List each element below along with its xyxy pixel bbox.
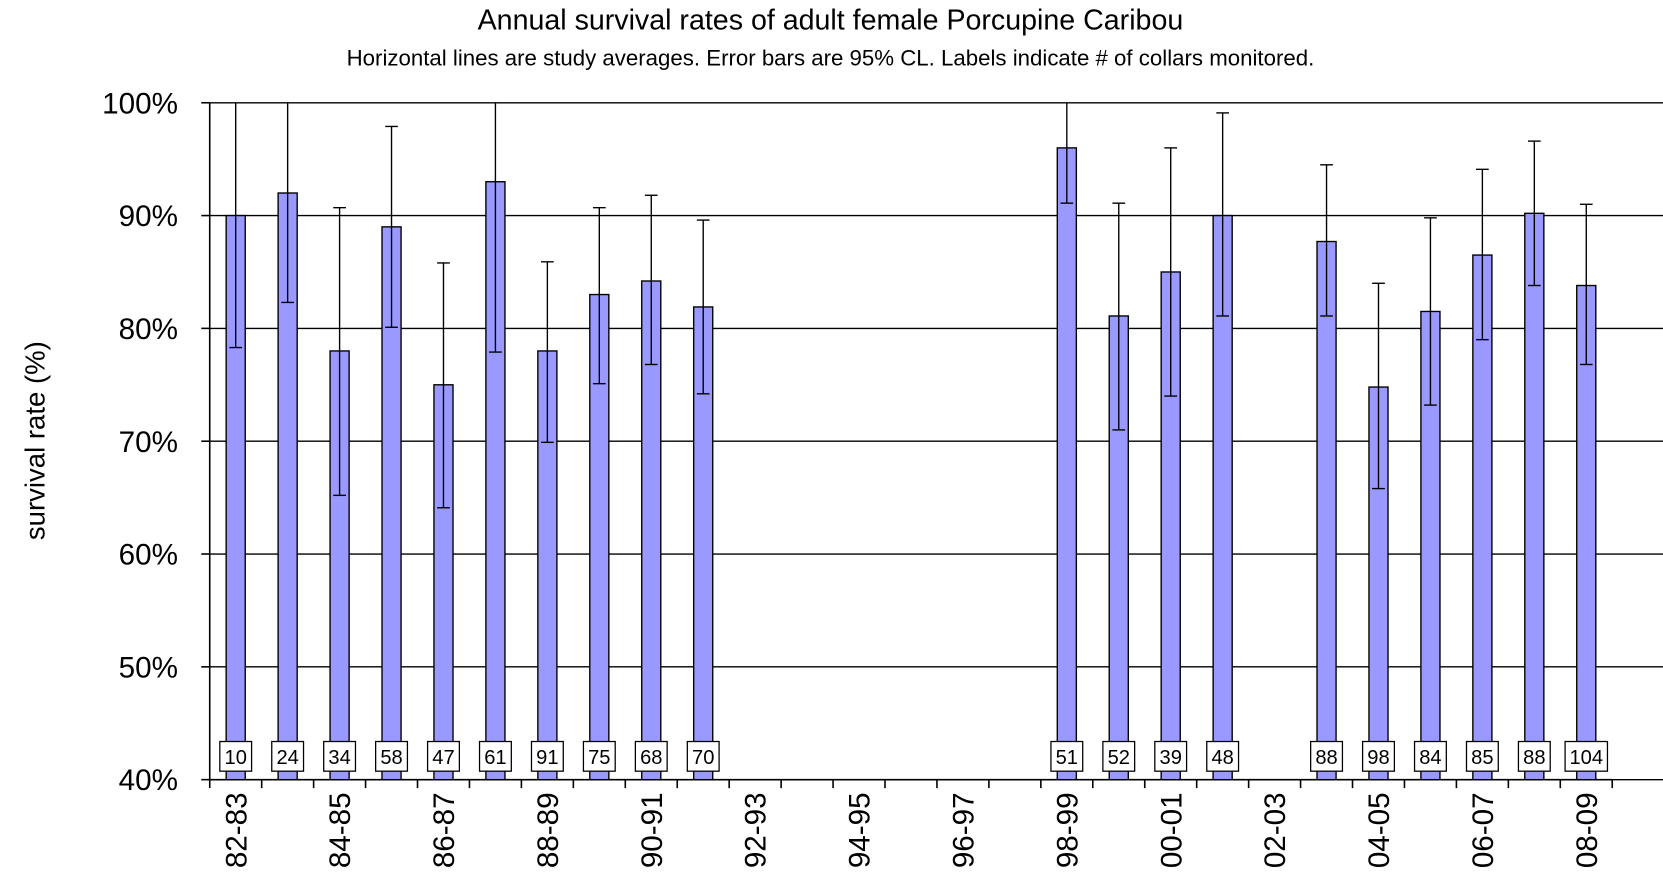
- chart-title: Annual survival rates of adult female Po…: [478, 5, 1184, 37]
- y-tick-label: 100%: [102, 87, 178, 120]
- x-tick-label: 90-91: [636, 792, 669, 868]
- collar-label: 98: [1367, 747, 1389, 769]
- error-bar: [1424, 217, 1437, 406]
- error-bar: [644, 194, 658, 366]
- error-bar: [229, 102, 243, 349]
- x-tick-label: 94-95: [844, 792, 877, 868]
- error-bar: [1320, 164, 1333, 317]
- collar-label: 70: [692, 747, 714, 769]
- x-tick-label: 00-01: [1155, 792, 1188, 868]
- error-bar: [333, 206, 346, 497]
- collar-label: 47: [432, 747, 454, 769]
- collar-label-box: [1413, 740, 1447, 772]
- x-tick-label: 04-05: [1363, 792, 1396, 868]
- error-bar: [1112, 202, 1126, 431]
- bar: [1056, 147, 1078, 781]
- collar-label-box: [530, 740, 564, 772]
- collar-label: 104: [1569, 747, 1603, 769]
- x-tick-label: 06-07: [1467, 792, 1500, 868]
- y-tick-label: 40%: [119, 764, 178, 797]
- collar-label: 88: [1315, 747, 1337, 769]
- error-bar: [1372, 282, 1385, 490]
- collar-label: 48: [1211, 747, 1233, 769]
- collar-label: 24: [276, 747, 298, 769]
- y-tick-label: 70%: [119, 426, 178, 459]
- y-tick-label: 60%: [119, 539, 178, 572]
- collar-label-box: [1050, 740, 1084, 772]
- x-tick-label: 92-93: [740, 792, 773, 868]
- x-tick-label: 02-03: [1259, 792, 1292, 868]
- collar-label: 91: [536, 747, 558, 769]
- collar-label: 51: [1056, 747, 1078, 769]
- collar-label-box: [426, 740, 461, 772]
- collar-label-box: [582, 740, 616, 772]
- y-axis-label: survival rate (%): [19, 341, 50, 540]
- error-bar: [489, 102, 502, 353]
- chart-subtitle: Horizontal lines are study averages. Err…: [347, 46, 1315, 71]
- collar-label: 58: [380, 747, 402, 769]
- error-bar: [1527, 140, 1541, 287]
- x-tick-label: 86-87: [428, 792, 461, 868]
- collar-label: 75: [588, 747, 610, 769]
- collar-label-box: [1206, 740, 1240, 772]
- error-bar: [1476, 168, 1489, 341]
- collar-label-box: [1102, 740, 1136, 772]
- collar-label-box: [1465, 740, 1499, 772]
- x-tick-label: 84-85: [324, 792, 357, 868]
- error-bar: [385, 125, 398, 328]
- collar-label: 39: [1160, 747, 1182, 769]
- collar-label: 52: [1108, 747, 1130, 769]
- bar: [1524, 212, 1545, 781]
- error-bar: [1060, 102, 1074, 204]
- collar-label-box: [1361, 740, 1396, 772]
- collar-label: 10: [225, 747, 247, 769]
- collar-label-box: [271, 740, 305, 772]
- x-tick-label: 88-89: [532, 792, 565, 868]
- error-bar: [437, 262, 450, 509]
- error-bar: [541, 261, 554, 444]
- collar-label-box: [686, 740, 720, 772]
- x-tick-label: 98-99: [1051, 792, 1084, 868]
- error-bar: [1579, 203, 1593, 366]
- error-bar: [592, 206, 606, 385]
- y-tick-label: 50%: [119, 651, 178, 684]
- x-tick-label: 08-09: [1571, 792, 1604, 868]
- y-tick-label: 90%: [119, 200, 178, 233]
- collar-label-box: [1564, 740, 1609, 772]
- x-tick-label: 96-97: [948, 792, 981, 868]
- collar-label: 68: [640, 747, 662, 769]
- collar-label-box: [375, 740, 409, 772]
- bar: [1316, 240, 1337, 781]
- collar-label-box: [1310, 740, 1344, 772]
- collar-label: 84: [1419, 747, 1441, 769]
- collar-label-box: [219, 740, 253, 772]
- collar-label-box: [634, 740, 668, 772]
- y-tick-label: 80%: [119, 313, 178, 346]
- error-bar: [696, 219, 710, 395]
- error-bar: [1216, 112, 1230, 317]
- collar-label: 34: [328, 747, 350, 769]
- x-tick-label: 82-83: [220, 792, 253, 868]
- error-bar: [1164, 147, 1178, 397]
- collar-label: 85: [1471, 747, 1493, 769]
- collar-label-box: [1154, 740, 1188, 772]
- collar-label: 88: [1523, 747, 1545, 769]
- collar-label-box: [478, 740, 512, 772]
- collar-label: 61: [484, 747, 506, 769]
- error-bar: [281, 102, 295, 304]
- collar-label-box: [1517, 740, 1551, 772]
- collar-label-box: [323, 740, 357, 772]
